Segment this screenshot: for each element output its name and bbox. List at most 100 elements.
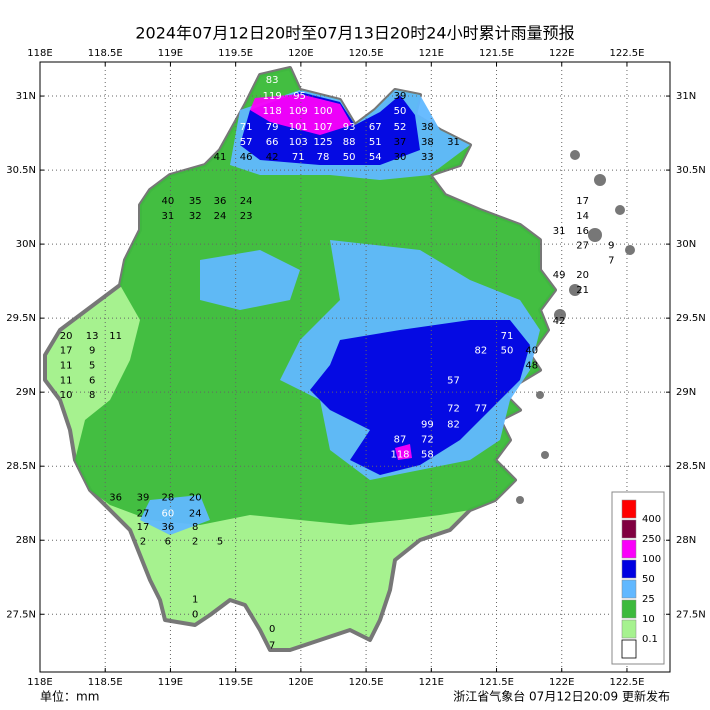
legend: 400 250 100 50 25 10 0.1	[611, 491, 665, 665]
station-value: 33	[421, 152, 434, 163]
station-value: 88	[343, 137, 356, 148]
legend-label: 50	[642, 574, 655, 585]
station-value: 7	[608, 255, 614, 266]
station-value: 71	[501, 331, 514, 342]
station-value: 118	[390, 449, 409, 460]
rain-zone	[140, 495, 210, 535]
station-value: 32	[189, 211, 202, 222]
x-tick-label: 121.5E	[479, 48, 514, 59]
x-tick-label: 120E	[288, 677, 313, 688]
legend-swatch	[621, 599, 637, 619]
station-value: 54	[369, 152, 382, 163]
station-value: 0	[192, 609, 198, 620]
station-value: 11	[60, 375, 73, 386]
station-value: 6	[89, 375, 95, 386]
station-value: 8	[192, 522, 198, 533]
station-value: 87	[394, 435, 407, 446]
station-value: 1	[192, 594, 198, 605]
y-tick-label: 27.5N	[676, 609, 706, 620]
station-value: 57	[447, 375, 460, 386]
station-value: 7	[269, 640, 275, 651]
island	[570, 150, 580, 160]
station-value: 42	[553, 316, 566, 327]
x-tick-label: 119.5E	[218, 677, 253, 688]
station-value: 100	[313, 106, 332, 117]
station-value: 93	[343, 122, 356, 133]
y-tick-label: 29N	[676, 387, 696, 398]
station-value: 99	[421, 420, 434, 431]
station-value: 38	[421, 137, 434, 148]
station-value: 17	[60, 346, 73, 357]
legend-label: 25	[642, 594, 655, 605]
station-value: 125	[313, 137, 332, 148]
station-value: 24	[240, 196, 253, 207]
station-value: 36	[109, 492, 122, 503]
station-value: 36	[161, 522, 174, 533]
station-value: 0	[269, 624, 275, 635]
station-value: 31	[553, 226, 566, 237]
station-value: 38	[421, 122, 434, 133]
station-value: 95	[293, 91, 306, 102]
station-value: 10	[60, 390, 73, 401]
rain-zone	[200, 250, 300, 310]
x-tick-label: 120.5E	[349, 48, 384, 59]
station-value: 50	[343, 152, 356, 163]
y-tick-label: 27.5N	[6, 609, 36, 620]
y-tick-label: 30.5N	[676, 165, 706, 176]
legend-box	[611, 491, 665, 665]
legend-swatch	[621, 559, 637, 579]
legend-label: 0.1	[642, 634, 658, 645]
ticks: 118E 118E 118.5E 118.5E 119E 119E 119.5E 119.5E…	[6, 48, 706, 688]
station-value: 23	[240, 211, 253, 222]
map-frame	[39, 61, 671, 673]
y-tick-label: 29.5N	[676, 313, 706, 324]
station-value: 42	[266, 152, 279, 163]
station-value: 66	[266, 137, 279, 148]
station-value: 83	[266, 75, 279, 86]
station-value: 107	[313, 122, 332, 133]
y-tick-label: 28.5N	[676, 461, 706, 472]
station-value: 28	[161, 492, 174, 503]
station-value: 71	[292, 152, 305, 163]
x-tick-label: 120.5E	[349, 677, 384, 688]
x-tick-label: 122.5E	[609, 677, 644, 688]
rain-zones	[75, 68, 555, 535]
station-value: 20	[576, 270, 589, 281]
station-value: 36	[214, 196, 227, 207]
station-value: 16	[576, 226, 589, 237]
station-value: 51	[369, 137, 382, 148]
y-tick-label: 29.5N	[6, 313, 36, 324]
station-value: 35	[189, 196, 202, 207]
station-value: 30	[394, 152, 407, 163]
station-value: 101	[289, 122, 308, 133]
legend-label: 400	[642, 514, 661, 525]
rain-zone	[395, 444, 412, 460]
station-value: 27	[137, 509, 150, 520]
station-value: 119	[263, 91, 282, 102]
legend-swatch	[621, 519, 637, 539]
station-value: 5	[89, 361, 95, 372]
station-value: 50	[394, 106, 407, 117]
station-value: 40	[525, 346, 538, 357]
station-value: 20	[189, 492, 202, 503]
x-tick-label: 122E	[549, 48, 574, 59]
station-value: 27	[576, 241, 589, 252]
station-value: 2	[192, 537, 198, 548]
station-value: 21	[576, 285, 589, 296]
station-value: 9	[608, 241, 614, 252]
station-value: 109	[289, 106, 308, 117]
station-value: 41	[214, 152, 227, 163]
y-tick-label: 30.5N	[6, 165, 36, 176]
station-value: 60	[161, 509, 174, 520]
legend-label: 100	[642, 554, 661, 565]
station-value: 82	[447, 420, 460, 431]
y-tick-label: 28N	[16, 535, 36, 546]
y-tick-label: 31N	[676, 91, 696, 102]
station-value: 48	[525, 361, 538, 372]
station-value: 2	[140, 537, 146, 548]
y-tick-label: 31N	[16, 91, 36, 102]
legend-swatch	[621, 539, 637, 559]
legend-swatch	[621, 639, 637, 659]
legend-swatch	[621, 579, 637, 599]
